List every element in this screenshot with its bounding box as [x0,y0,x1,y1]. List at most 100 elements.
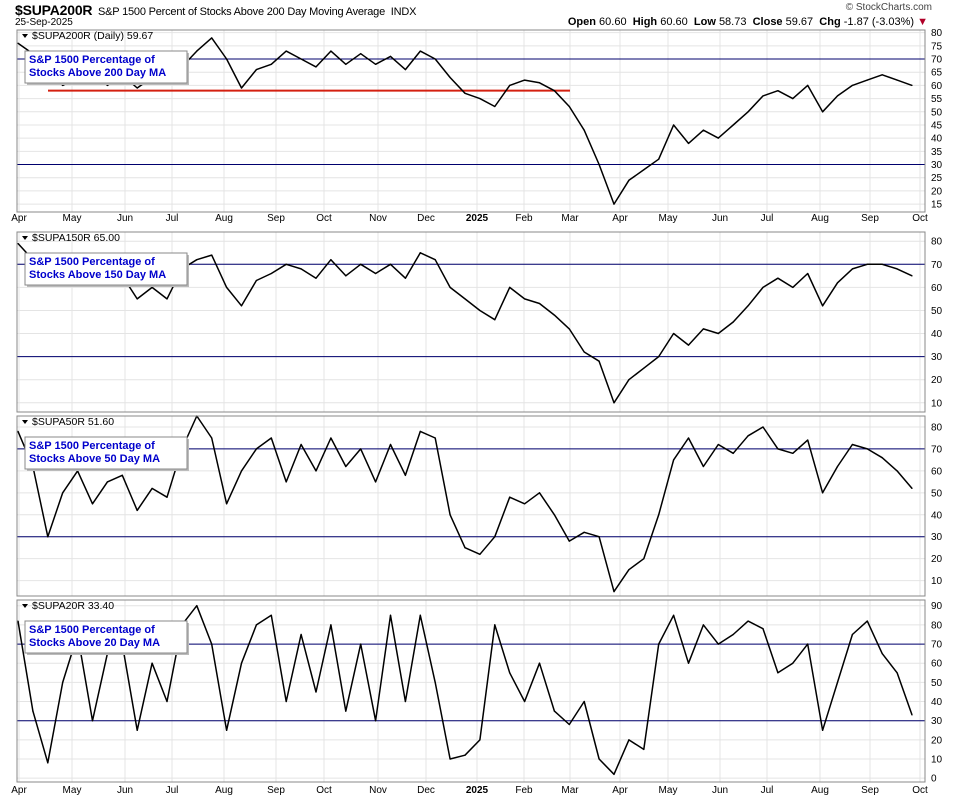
symbol: $SUPA200R [15,2,93,18]
symbol-line: $SUPA200R S&P 1500 Percent of Stocks Abo… [15,2,416,18]
data-point [136,509,138,511]
data-point [807,439,809,441]
data-point [777,672,779,674]
data-point [881,263,883,265]
data-point [673,332,675,335]
x-tick-label: Dec [417,785,435,796]
data-point [613,773,615,775]
data-point [136,298,138,300]
data-point [449,286,451,288]
data-point [628,739,630,741]
data-point [524,298,526,300]
data-point [747,435,749,437]
data-point [375,63,377,65]
data-point [777,448,779,450]
data-point [285,700,287,703]
data-point [598,758,600,760]
data-point [136,729,138,731]
data-point [613,203,615,205]
data-point [687,344,690,346]
x-tick-label: Jun [117,785,133,796]
data-point [106,84,108,86]
brand-watermark: © StockCharts.com [845,2,932,13]
data-point [851,268,854,270]
x-tick-label: Nov [369,213,387,224]
data-point [270,614,272,616]
x-tick-label: Jul [166,213,179,224]
y-tick-label: 50 [931,107,943,118]
x-tick-label: Jul [761,785,774,796]
data-point [509,84,511,86]
data-point [226,58,228,60]
y-tick-label: 30 [931,716,943,727]
title-box [24,436,188,470]
data-point [47,536,49,538]
data-point [583,531,585,533]
low-label: Low [693,16,716,28]
y-tick-label: 80 [931,28,943,39]
panel-frame [16,415,926,597]
data-point [822,305,824,307]
data-point [404,700,406,703]
data-point [240,662,243,664]
panel-title: Stocks Above 200 Day MA [29,67,166,79]
data-point [419,430,421,432]
data-point [17,242,19,245]
data-point [226,503,228,505]
data-point [538,302,541,305]
data-point [598,163,600,166]
x-tick-label: Sep [267,213,285,224]
x-tick-label: Apr [612,785,628,796]
y-tick-label: 20 [931,375,943,386]
data-point [687,437,690,439]
data-point [32,710,34,712]
data-point [643,367,645,369]
y-tick-label: 10 [931,576,943,587]
panel-title: Stocks Above 50 Day MA [29,453,160,465]
data-point [494,105,496,108]
data-point [151,286,153,288]
data-point [717,332,719,335]
panel-frame [16,29,926,213]
data-point [315,691,317,693]
y-tick-label: 70 [931,640,943,651]
panel-legend: $SUPA200R (Daily) 59.67 [32,30,153,42]
x-tick-label: Oct [316,785,332,796]
data-point [807,84,809,86]
y-tick-label: 25 [931,173,943,184]
data-point [419,614,421,616]
data-point [538,492,541,494]
y-tick-label: 30 [931,160,943,171]
data-point [881,457,883,459]
y-tick-label: 55 [931,94,943,105]
data-point [866,263,868,265]
chart-date: 25-Sep-2025 [15,17,73,28]
data-point [166,700,168,703]
data-point [47,762,49,764]
data-point [330,50,332,52]
data-point [315,277,317,279]
data-point [762,426,764,428]
data-point [777,90,779,92]
data-point [598,536,600,538]
panel-title: S&P 1500 Percentage of [29,256,155,268]
data-point [315,66,317,68]
high-label: High [632,16,658,28]
data-point [449,76,451,79]
data-point [196,259,198,261]
y-tick-label: 0 [931,774,937,785]
data-point [389,443,392,446]
data-point [658,158,660,160]
data-point [747,620,749,622]
y-tick-label: 45 [931,120,943,131]
x-tick-label: Jul [761,213,774,224]
data-point [240,305,243,307]
data-point [151,487,153,490]
x-tick-label: Jun [712,785,728,796]
symbol-description: S&P 1500 Percent of Stocks Above 200 Day… [98,6,386,18]
data-point [732,633,734,636]
data-point [300,633,302,636]
data-point [330,437,332,439]
data-point [106,481,108,483]
data-point [479,553,481,555]
